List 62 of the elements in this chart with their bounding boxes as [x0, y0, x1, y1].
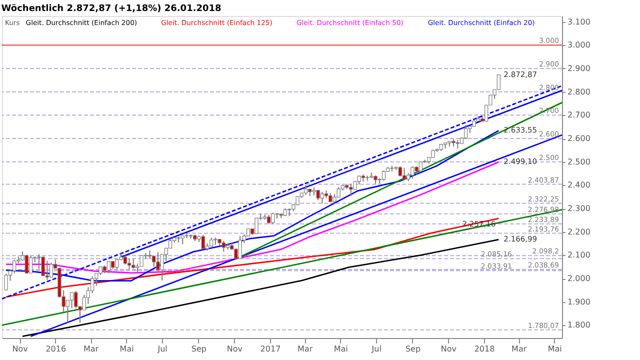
candlestick — [267, 214, 271, 224]
y-tick-label: 1.900 — [568, 297, 590, 306]
candlestick — [12, 259, 16, 274]
candlestick — [132, 258, 136, 269]
candlestick — [410, 166, 414, 180]
y-tick-label: 2.700 — [568, 110, 590, 120]
candlestick — [90, 276, 94, 294]
x-tick-label: Mar — [298, 344, 314, 354]
candlestick — [464, 124, 468, 140]
x-tick-label: Sep — [191, 344, 206, 354]
candlestick — [398, 166, 402, 178]
candlestick — [222, 240, 226, 252]
candlestick — [127, 258, 132, 270]
candlestick — [271, 212, 275, 225]
x-tick-label: Sep — [405, 344, 421, 354]
x-tick-label: Mai — [334, 344, 348, 354]
y-tick-label: 2.200 — [568, 227, 590, 236]
y-tick-label: 2.500 — [568, 157, 590, 166]
y-tick-label: 2.900 — [568, 64, 590, 73]
y-tick-label: 3.000 — [568, 40, 590, 50]
x-tick-label: 2017 — [260, 344, 281, 354]
candlestick — [106, 260, 111, 274]
y-tick-label: 2.300 — [568, 204, 590, 213]
candlestick — [156, 252, 160, 272]
candlestick — [74, 290, 78, 309]
y-tick-label: 2.400 — [568, 180, 590, 190]
candlestick — [201, 234, 205, 250]
x-tick-label: Nov — [226, 344, 243, 354]
x-tick-label: Mai — [548, 344, 562, 354]
candlestick — [24, 254, 28, 274]
x-tick-label: Nov — [440, 344, 457, 354]
candlestick — [238, 236, 242, 260]
x-tick-label: Jul — [370, 344, 382, 354]
x-tick-label: Mai — [120, 344, 134, 354]
x-tick-label: Mar — [84, 344, 100, 354]
y-tick-label: 2.800 — [568, 87, 590, 96]
y-tick-label: 2.100 — [568, 250, 590, 260]
candlestick — [254, 217, 258, 234]
candlestick — [349, 183, 353, 197]
candlestick — [45, 260, 49, 281]
y-tick-label: 2.000 — [568, 274, 590, 283]
candlestick — [70, 292, 74, 309]
y-tick-label: 3.100 — [568, 17, 590, 26]
x-tick-label: Mar — [512, 344, 528, 354]
chart-title: Wöchentlich 2.872,87 (+1,18%) 26.01.2018 — [1, 4, 222, 14]
candlestick — [41, 256, 45, 276]
candlestick — [382, 170, 386, 181]
candlestick — [28, 255, 33, 274]
y-tick-label: 1.800 — [568, 320, 590, 330]
candlestick — [304, 184, 308, 196]
candlestick — [402, 167, 406, 180]
candlestick — [49, 262, 54, 278]
candlestick — [320, 191, 324, 204]
x-tick-label: 2018 — [474, 344, 495, 354]
candlestick — [336, 186, 340, 198]
candlestick — [4, 273, 8, 291]
y-tick-label: 2.600 — [568, 134, 590, 143]
x-tick-label: 2016 — [46, 344, 66, 354]
x-tick-label: Nov — [12, 344, 28, 354]
x-tick-label: Jul — [156, 344, 168, 354]
candlestick — [316, 190, 320, 201]
candlestick — [418, 162, 422, 172]
